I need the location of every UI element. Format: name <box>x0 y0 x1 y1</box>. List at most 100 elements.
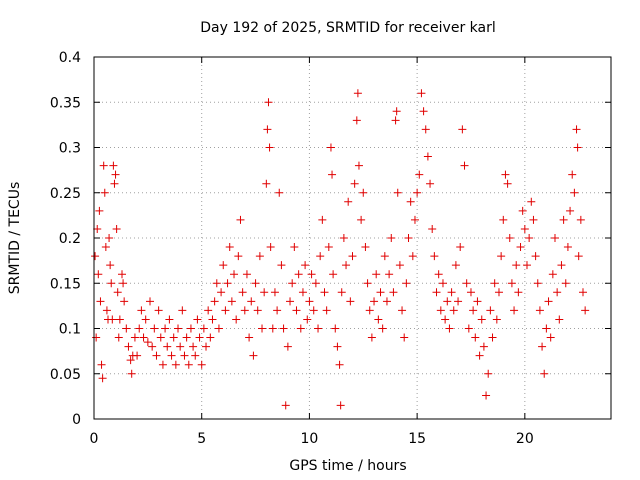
data-point-marker <box>438 279 447 288</box>
data-point-marker <box>110 179 119 188</box>
data-point-marker <box>264 98 273 107</box>
data-point-marker <box>392 107 401 116</box>
data-point-marker <box>112 224 121 233</box>
data-point-marker <box>494 288 503 297</box>
data-point-marker <box>335 360 344 369</box>
data-point-marker <box>512 261 521 270</box>
data-point-marker <box>417 89 426 98</box>
data-point-marker <box>372 270 381 279</box>
data-point-marker <box>573 143 582 152</box>
data-point-marker <box>357 215 366 224</box>
data-point-marker <box>186 324 195 333</box>
data-point-marker <box>139 333 148 342</box>
data-point-marker <box>326 143 335 152</box>
data-point-marker <box>402 279 411 288</box>
data-point-marker <box>275 188 284 197</box>
data-point-marker <box>119 279 128 288</box>
data-point-marker <box>479 342 488 351</box>
data-point-marker <box>460 161 469 170</box>
data-point-marker <box>505 234 514 242</box>
data-point-marker <box>328 170 337 179</box>
data-point-marker <box>454 297 463 306</box>
data-point-marker <box>260 288 269 297</box>
data-point-marker <box>118 270 127 279</box>
data-point-marker <box>318 215 327 224</box>
data-point-marker <box>122 324 131 333</box>
data-point-marker <box>133 351 142 360</box>
data-point-marker <box>199 324 208 333</box>
data-point-marker <box>353 89 362 98</box>
data-point-marker <box>141 315 150 324</box>
data-point-marker <box>329 270 338 279</box>
data-point-marker <box>367 333 376 342</box>
data-point-marker <box>533 279 542 288</box>
data-point-marker <box>146 297 155 306</box>
data-point-marker <box>563 243 572 252</box>
data-point-marker <box>314 324 323 333</box>
data-point-marker <box>219 261 228 270</box>
y-tick-label: 0.3 <box>59 141 81 157</box>
data-point-marker <box>492 315 501 324</box>
data-point-marker <box>559 215 568 224</box>
data-point-marker <box>309 306 318 315</box>
data-point-marker <box>245 333 254 342</box>
chart-title: Day 192 of 2025, SRMTID for receiver kar… <box>200 20 496 36</box>
data-point-marker <box>322 306 331 315</box>
data-point-marker <box>217 288 226 297</box>
data-point-marker <box>307 270 316 279</box>
data-point-marker <box>182 333 191 342</box>
data-point-marker <box>263 125 272 134</box>
data-point-marker <box>101 243 110 252</box>
y-tick-label: 0.4 <box>59 50 81 66</box>
data-point-marker <box>161 324 170 333</box>
data-point-marker <box>281 401 290 410</box>
data-point-marker <box>277 261 286 270</box>
data-point-marker <box>406 197 415 206</box>
data-point-marker <box>553 288 562 297</box>
data-point-marker <box>331 324 340 333</box>
data-point-marker <box>102 306 111 315</box>
data-point-marker <box>97 360 106 369</box>
data-point-marker <box>156 333 165 342</box>
y-axis-label: SRMTID / TECUs <box>7 182 23 295</box>
data-point-marker <box>165 315 174 324</box>
y-tick-label: 0 <box>72 412 81 428</box>
data-point-marker <box>230 270 239 279</box>
data-point-marker <box>238 288 247 297</box>
data-point-marker <box>529 215 538 224</box>
data-point-marker <box>488 333 497 342</box>
data-point-marker <box>115 315 124 324</box>
data-point-marker <box>527 197 536 206</box>
x-tick-labels: 0 5 10 15 20 <box>90 431 534 447</box>
y-tick-label: 0.25 <box>50 186 81 202</box>
data-point-marker <box>107 279 116 288</box>
data-point-marker <box>294 270 303 279</box>
x-tick-label: 10 <box>301 431 319 447</box>
data-point-marker <box>499 215 508 224</box>
data-point-marker <box>99 161 108 170</box>
data-point-marker <box>303 315 312 324</box>
data-point-marker <box>98 374 107 383</box>
data-point-marker <box>434 270 443 279</box>
data-point-marker <box>473 297 482 306</box>
data-point-marker <box>106 261 115 270</box>
data-point-marker <box>143 338 152 347</box>
data-point-marker <box>120 297 129 306</box>
data-point-marker <box>486 306 495 315</box>
data-point-marker <box>225 243 234 252</box>
data-point-marker <box>484 369 493 378</box>
data-point-marker <box>163 342 172 351</box>
data-point-marker <box>240 306 249 315</box>
y-tick-label: 0.1 <box>59 322 81 338</box>
data-point-marker <box>193 315 202 324</box>
data-point-marker <box>365 306 374 315</box>
data-point-marker <box>469 306 478 315</box>
data-point-marker <box>503 179 512 188</box>
data-point-marker <box>389 288 398 297</box>
data-point-marker <box>555 315 564 324</box>
data-point-marker <box>546 333 555 342</box>
data-point-marker <box>150 324 159 333</box>
data-point-marker <box>316 252 325 261</box>
data-point-marker <box>95 206 104 215</box>
